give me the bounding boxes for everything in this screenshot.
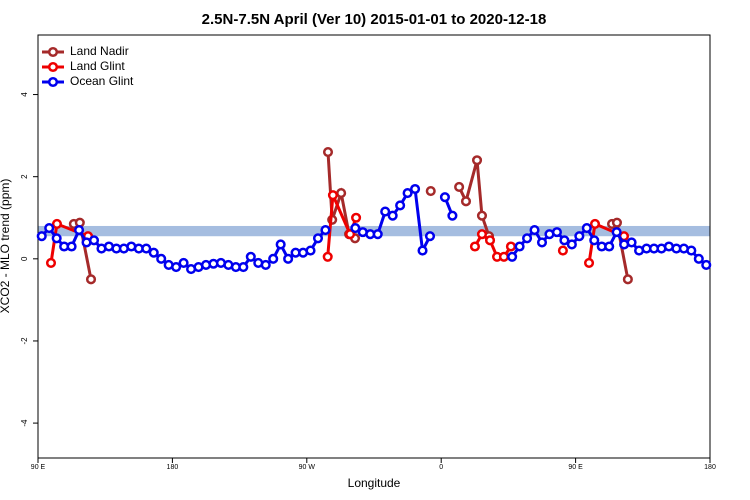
x-tick-label: 90 E	[31, 464, 46, 471]
data-point	[439, 192, 450, 203]
data-point	[505, 241, 516, 252]
data-point	[260, 259, 271, 271]
data-point	[372, 229, 383, 240]
data-point	[322, 146, 334, 158]
data-point	[611, 227, 622, 238]
data-point	[148, 247, 159, 258]
data-point	[424, 231, 436, 242]
y-tick-label: 4	[20, 92, 29, 97]
data-point	[268, 253, 279, 264]
data-point	[460, 196, 472, 207]
data-point	[275, 239, 286, 250]
data-point	[693, 253, 704, 264]
data-point	[514, 241, 525, 252]
data-point	[589, 218, 601, 229]
data-point	[51, 233, 62, 244]
data-point	[36, 231, 47, 242]
data-point	[74, 225, 85, 236]
data-point	[529, 225, 540, 236]
data-point	[581, 222, 592, 234]
data-point	[345, 229, 356, 240]
data-point	[701, 259, 712, 271]
data-point	[85, 274, 97, 285]
legend-marker	[47, 61, 59, 73]
data-point	[447, 210, 458, 221]
data-point	[574, 231, 585, 242]
data-point	[410, 183, 421, 195]
data-point	[141, 243, 152, 254]
data-point	[395, 200, 406, 211]
data-point	[283, 253, 294, 264]
x-tick-label: 90 E	[568, 464, 583, 471]
y-tick-label: -2	[20, 337, 29, 345]
legend-label: Land Glint	[70, 59, 125, 73]
data-point	[322, 251, 333, 262]
data-point	[336, 188, 347, 199]
x-tick-label: 0	[439, 464, 443, 471]
legend-marker	[47, 76, 59, 88]
y-tick-label: -4	[20, 419, 29, 427]
data-point	[536, 237, 548, 248]
data-point	[484, 235, 496, 246]
data-point	[387, 210, 398, 221]
data-point	[327, 190, 338, 201]
data-point	[44, 222, 55, 234]
data-point	[66, 241, 77, 252]
data-point	[611, 217, 623, 228]
data-point	[559, 235, 570, 246]
data-point	[88, 235, 100, 246]
plot-frame	[37, 34, 711, 459]
data-point	[583, 257, 595, 268]
data-point	[305, 245, 316, 256]
data-point	[476, 229, 488, 240]
data-point	[469, 241, 480, 252]
data-point	[604, 241, 615, 252]
data-point	[350, 222, 361, 234]
data-point	[417, 245, 428, 256]
chart-title: 2.5N-7.5N April (Ver 10) 2015-01-01 to 2…	[202, 11, 547, 28]
data-point	[312, 233, 324, 244]
legend-label: Land Nadir	[70, 44, 129, 58]
data-point	[557, 245, 568, 256]
x-tick-label: 180	[167, 464, 179, 471]
data-point	[498, 251, 509, 262]
data-point	[156, 253, 167, 264]
data-point	[425, 186, 436, 197]
data-point	[238, 261, 249, 273]
x-axis-label: Longitude	[348, 476, 401, 490]
y-tick-label: 2	[20, 174, 29, 179]
data-point	[454, 181, 465, 193]
data-point	[51, 218, 63, 229]
data-point	[507, 251, 518, 262]
data-point	[380, 206, 391, 217]
data-point	[45, 257, 57, 268]
data-point	[622, 274, 633, 285]
data-point	[178, 257, 189, 268]
data-point	[522, 233, 533, 244]
data-point	[686, 245, 697, 256]
data-point	[351, 212, 362, 223]
data-point	[626, 237, 637, 248]
y-tick-label: 0	[20, 256, 29, 261]
x-tick-label: 180	[704, 464, 716, 471]
data-point	[566, 239, 577, 250]
data-point	[471, 155, 483, 166]
y-axis-label: XCO2 - MLO trend (ppm)	[0, 179, 12, 314]
data-point	[171, 261, 182, 273]
legend-label: Ocean Glint	[70, 74, 134, 88]
data-point	[320, 225, 331, 236]
data-point	[402, 188, 413, 199]
data-point	[476, 210, 488, 221]
data-point	[551, 227, 562, 238]
legend-marker	[47, 46, 59, 58]
data-point	[245, 251, 256, 262]
x-tick-label: 90 W	[299, 464, 316, 471]
data-point	[589, 235, 600, 246]
